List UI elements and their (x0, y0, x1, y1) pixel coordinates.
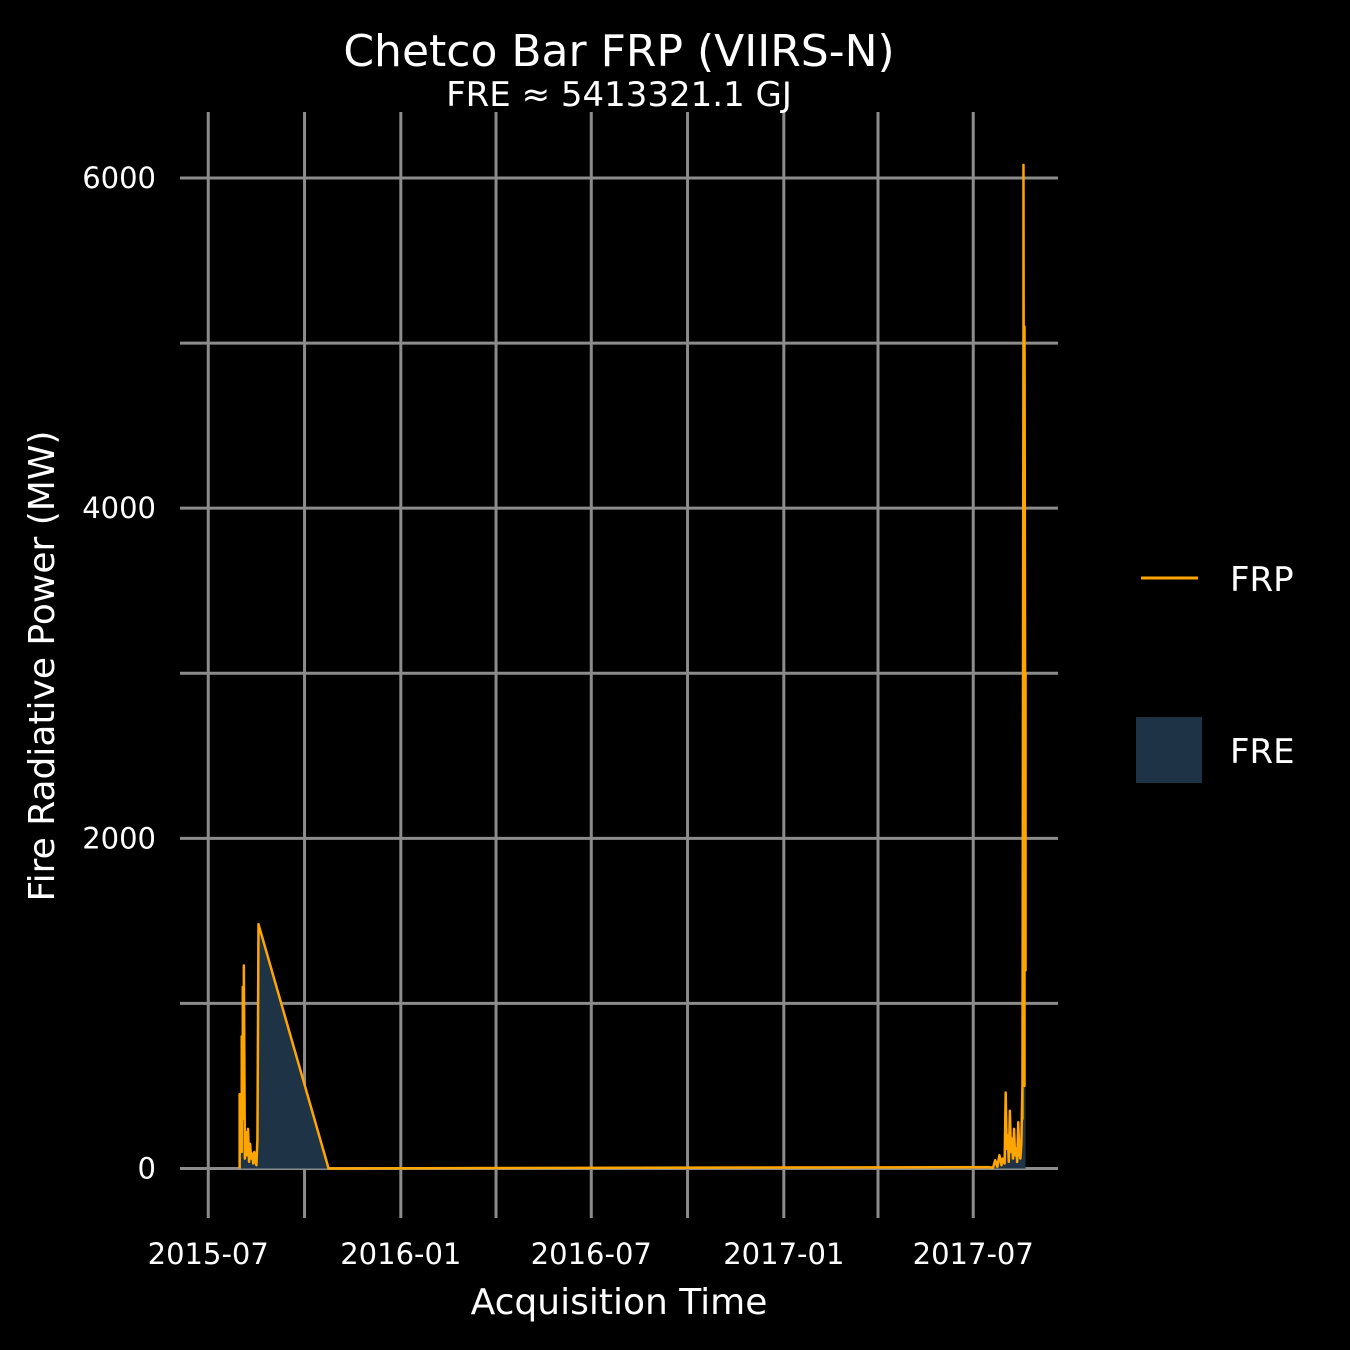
legend-fre-label: FRE (1230, 732, 1295, 772)
frp-line-layer (238, 163, 1027, 1170)
legend-fre-key (1136, 717, 1202, 783)
grid (180, 112, 1058, 1218)
frp-line (238, 163, 1027, 1170)
y-axis-title: Fire Radiative Power (MW) (22, 431, 63, 902)
legend: FRP FRE (1136, 560, 1295, 783)
x-tick-label: 2016-07 (531, 1237, 652, 1271)
x-tick-label: 2015-07 (148, 1237, 269, 1271)
chart-subtitle: FRE ≈ 5413321.1 GJ (446, 75, 792, 115)
y-tick-label: 4000 (82, 491, 156, 525)
x-tick-label: 2017-07 (913, 1237, 1034, 1271)
x-tick-label: 2017-01 (723, 1237, 844, 1271)
x-axis-title: Acquisition Time (471, 1282, 768, 1323)
y-tick-label: 0 (138, 1151, 156, 1185)
y-tick-label: 6000 (82, 161, 156, 195)
legend-frp-label: FRP (1230, 560, 1294, 600)
tick-labels: 0 2000 4000 6000 2015-07 2016-01 2016-07 2017-0… (82, 161, 1034, 1271)
y-tick-label: 2000 (82, 821, 156, 855)
x-tick-label: 2016-01 (340, 1237, 461, 1271)
chart-title: Chetco Bar FRP (VIIRS-N) (343, 26, 894, 77)
